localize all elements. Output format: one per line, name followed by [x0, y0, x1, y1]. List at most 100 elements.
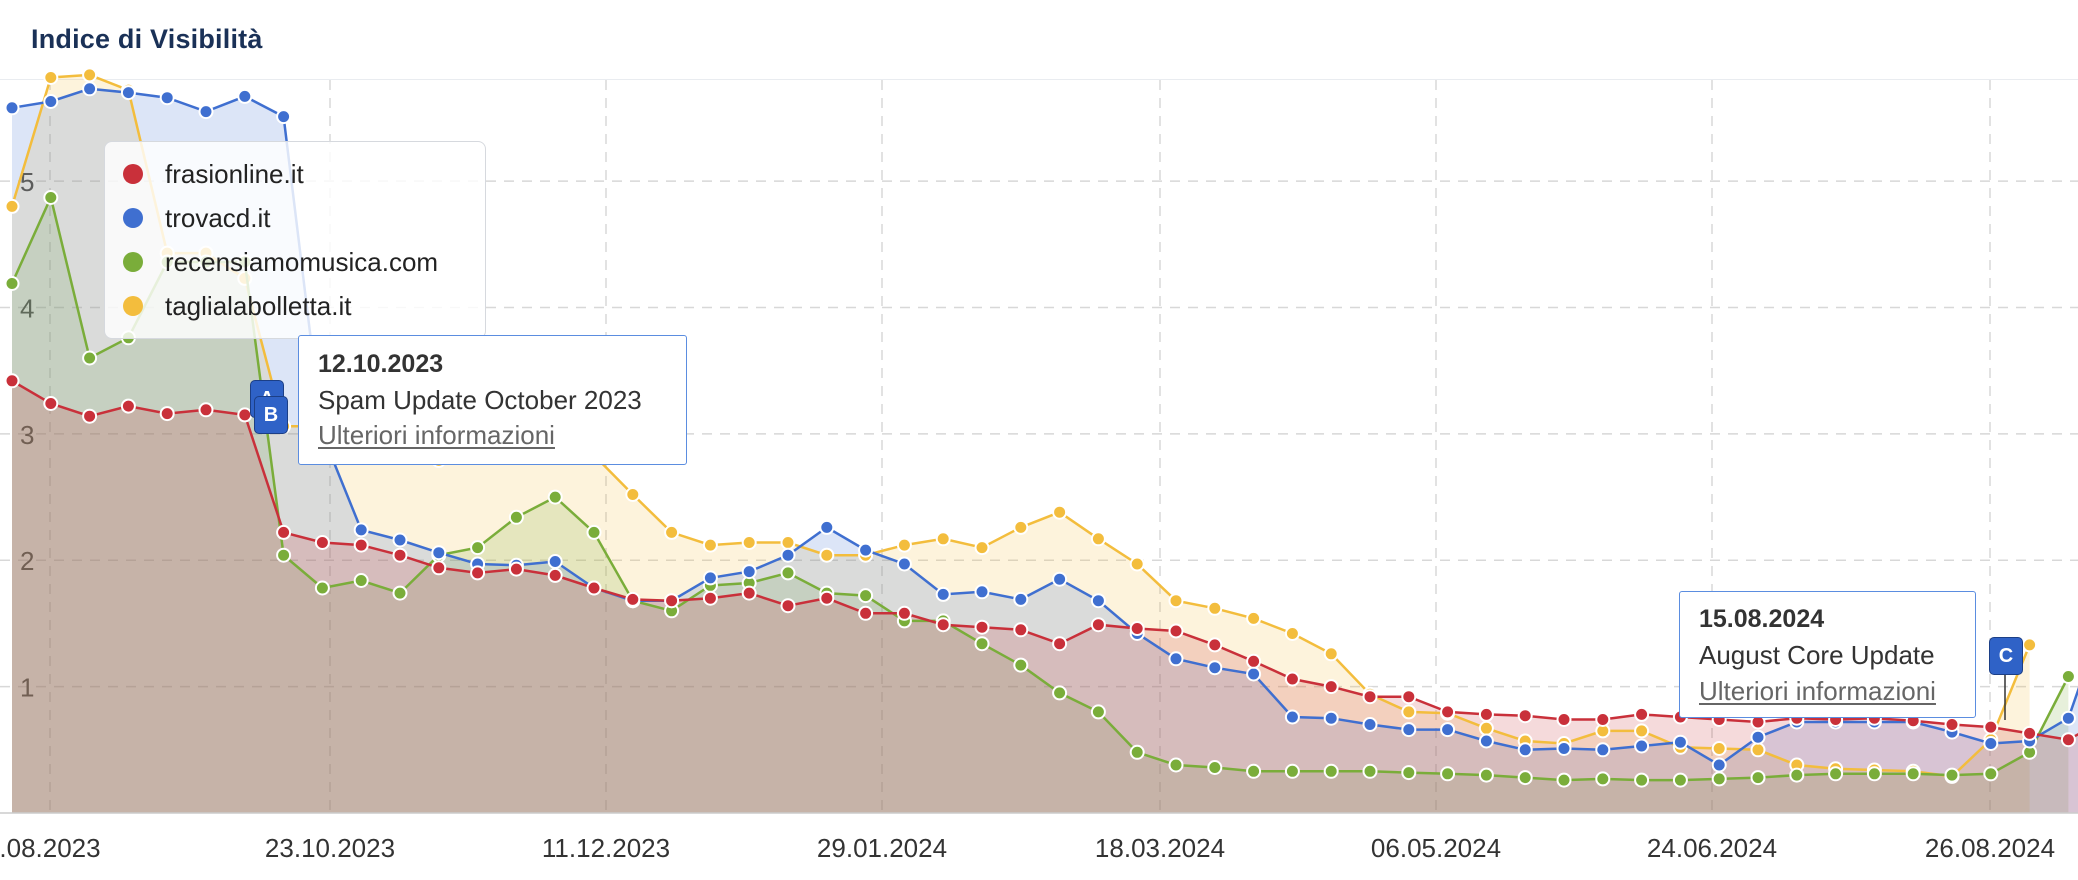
data-point-taglialabolletta.it [1401, 704, 1417, 720]
data-point-taglialabolletta.it [819, 547, 835, 563]
data-point-frasionline.it [625, 591, 641, 607]
legend-item-frasionline[interactable]: frasionline.it [123, 154, 304, 194]
annotation-marker-b[interactable]: B [254, 396, 288, 434]
annotation-more-info-link[interactable]: Ulteriori informazioni [1699, 676, 1936, 706]
data-point-taglialabolletta.it [43, 70, 59, 85]
legend-item-taglialabolletta[interactable]: taglialabolletta.it [123, 286, 351, 326]
legend-item-recensiamomusica[interactable]: recensiamomusica.com [123, 242, 438, 282]
data-point-frasionline.it [43, 396, 59, 411]
data-point-taglialabolletta.it [1750, 742, 1766, 758]
data-point-frasionline.it [1246, 653, 1262, 669]
x-tick-label: 18.03.2024 [1095, 833, 1225, 863]
data-point-taglialabolletta.it [741, 535, 757, 550]
data-point-frasionline.it [702, 590, 718, 606]
data-point-recensiamomusica.com [1595, 771, 1611, 787]
data-point-taglialabolletta.it [1013, 519, 1029, 535]
data-point-recensiamomusica.com [1246, 763, 1262, 779]
x-tick-label: 11.12.2023 [542, 833, 670, 863]
data-point-frasionline.it [4, 373, 20, 389]
data-point-frasionline.it [1634, 706, 1650, 722]
data-point-frasionline.it [896, 605, 912, 621]
data-point-frasionline.it [974, 619, 990, 635]
data-point-frasionline.it [1595, 712, 1611, 727]
x-tick-label: 23.10.2023 [265, 833, 395, 863]
data-point-frasionline.it [1478, 706, 1494, 722]
legend-label: frasionline.it [165, 158, 304, 189]
annotation-tooltip-b: 12.10.2023 Spam Update October 2023 Ulte… [298, 335, 687, 465]
data-point-recensiamomusica.com [1090, 704, 1106, 720]
data-point-taglialabolletta.it [702, 537, 718, 553]
legend-dot-icon [123, 208, 143, 228]
data-point-trovacd.it [702, 570, 718, 586]
data-point-recensiamomusica.com [1866, 766, 1882, 782]
data-point-frasionline.it [1944, 717, 1960, 732]
data-point-trovacd.it [547, 554, 563, 569]
data-point-trovacd.it [1750, 729, 1766, 745]
data-point-frasionline.it [1284, 671, 1300, 687]
data-point-trovacd.it [4, 100, 20, 116]
data-point-frasionline.it [1129, 621, 1145, 636]
data-point-trovacd.it [2060, 710, 2076, 726]
data-point-frasionline.it [508, 561, 524, 577]
annotation-name: August Core Update [1699, 640, 1935, 670]
data-point-trovacd.it [276, 109, 292, 125]
data-point-recensiamomusica.com [470, 540, 486, 556]
annotation-more-info-link[interactable]: Ulteriori informazioni [318, 420, 555, 450]
data-point-recensiamomusica.com [1478, 767, 1494, 783]
data-point-taglialabolletta.it [1129, 556, 1145, 572]
data-point-frasionline.it [1983, 719, 1999, 735]
data-point-trovacd.it [1672, 734, 1688, 750]
x-tick-label: 29.01.2024 [817, 833, 947, 863]
data-point-trovacd.it [1246, 666, 1262, 682]
y-tick-label: 5 [20, 167, 34, 197]
data-point-recensiamomusica.com [392, 585, 408, 601]
data-point-recensiamomusica.com [1052, 685, 1068, 701]
data-point-frasionline.it [1556, 712, 1572, 727]
data-point-recensiamomusica.com [1750, 770, 1766, 786]
data-point-trovacd.it [1711, 757, 1727, 773]
data-point-taglialabolletta.it [974, 540, 990, 556]
legend-item-trovacd[interactable]: trovacd.it [123, 198, 271, 238]
data-point-trovacd.it [1323, 710, 1339, 726]
data-point-recensiamomusica.com [1440, 766, 1456, 782]
data-point-taglialabolletta.it [1052, 504, 1068, 520]
data-point-trovacd.it [159, 90, 175, 106]
x-tick-label: 26.08.2024 [1925, 833, 2055, 863]
x-tick-label: 06.05.2024 [1371, 833, 1501, 863]
annotation-marker-c[interactable]: C [1989, 637, 2023, 675]
x-tick-label: .08.2023 [0, 833, 101, 863]
data-point-trovacd.it [1284, 709, 1300, 725]
data-point-frasionline.it [819, 590, 835, 606]
data-point-recensiamomusica.com [1672, 772, 1688, 788]
data-point-frasionline.it [1440, 704, 1456, 720]
data-point-recensiamomusica.com [1129, 744, 1145, 760]
y-tick-label: 2 [20, 546, 34, 576]
chart-title: Indice di Visibilità [31, 24, 263, 54]
data-point-frasionline.it [276, 524, 292, 540]
data-point-trovacd.it [741, 564, 757, 580]
data-point-recensiamomusica.com [82, 350, 98, 366]
data-point-taglialabolletta.it [1478, 720, 1494, 736]
data-point-trovacd.it [82, 81, 98, 97]
data-point-frasionline.it [1401, 689, 1417, 705]
data-point-trovacd.it [1556, 741, 1572, 756]
data-point-taglialabolletta.it [1634, 723, 1650, 739]
card-header: Indice di Visibilità [0, 0, 2078, 80]
data-point-frasionline.it [470, 565, 486, 581]
data-point-recensiamomusica.com [547, 489, 563, 505]
data-point-recensiamomusica.com [1517, 770, 1533, 786]
data-point-frasionline.it [858, 605, 874, 621]
data-point-frasionline.it [1168, 623, 1184, 639]
annotation-tooltip-c: 15.08.2024 August Core Update Ulteriori … [1679, 591, 1976, 718]
data-point-recensiamomusica.com [1207, 760, 1223, 775]
data-point-taglialabolletta.it [1711, 741, 1727, 756]
area-trovacd.it [12, 88, 2078, 813]
area-recensiamomusica.com [12, 197, 2069, 813]
data-point-taglialabolletta.it [1168, 593, 1184, 609]
data-point-frasionline.it [1013, 622, 1029, 638]
data-point-trovacd.it [896, 556, 912, 572]
data-point-recensiamomusica.com [1944, 767, 1960, 783]
data-point-recensiamomusica.com [276, 547, 292, 563]
